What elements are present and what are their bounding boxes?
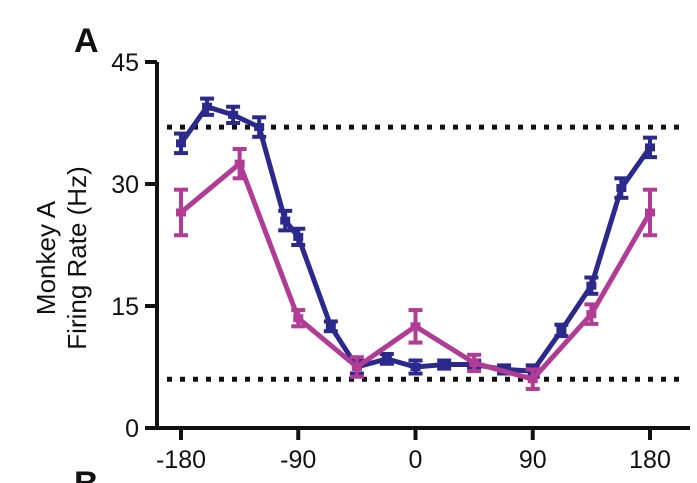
data-point [228,110,239,119]
data-point [410,322,421,331]
data-point [469,358,480,367]
series-2 [174,147,657,391]
data-point [645,208,655,217]
data-point [645,143,655,152]
data-point [439,360,450,369]
panel-label: A [74,22,99,60]
data-point [586,281,597,290]
data-point [556,326,567,335]
axes: 0 15 30 45 -180 -90 0 90 180 [111,49,690,474]
data-point [351,363,362,371]
y-tick-label: 45 [111,49,139,77]
x-tick-label: 180 [629,446,671,474]
x-tick-label: 0 [409,446,423,474]
series [174,96,657,391]
data-point [280,216,291,225]
data-point [293,232,304,241]
data-point [527,375,538,384]
y-axis-label-line-2: Firing Rate (Hz) [62,166,92,349]
y-tick-label: 30 [111,171,139,199]
x-tick-label: -90 [280,446,316,474]
y-axis-label-line-1: Monkey A [31,200,61,315]
next-panel-label: B [74,465,99,483]
y-tick-label: 15 [111,293,139,321]
data-point [202,102,213,111]
data-point [176,208,186,217]
data-point [293,314,304,323]
series-line [179,161,653,382]
x-tick-label: -180 [156,446,206,474]
data-point [254,123,265,132]
data-point [325,322,336,331]
data-point [234,159,245,168]
x-tick-label: 90 [519,446,547,474]
data-point [410,363,421,371]
data-point [586,310,597,319]
data-point [381,354,392,363]
data-point [616,184,627,193]
y-tick-label: 0 [125,415,139,443]
reference-lines [167,124,682,382]
data-point [176,139,186,148]
labels: A B Monkey A Firing Rate (Hz) [31,22,99,483]
series-1 [174,96,657,379]
